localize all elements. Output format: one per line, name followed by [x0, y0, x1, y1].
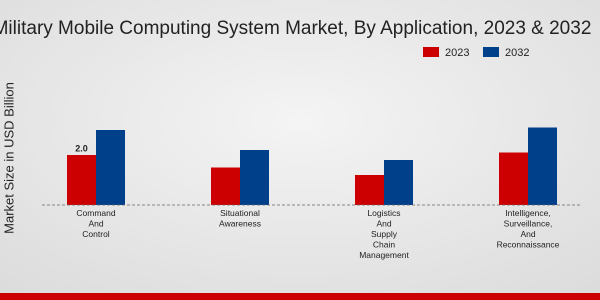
legend-label: 2023 — [445, 47, 469, 59]
y-axis-label: Market Size in USD Billion — [1, 82, 16, 234]
legend-swatch — [483, 47, 499, 57]
bar — [211, 167, 240, 205]
data-label: 2.0 — [75, 143, 88, 153]
x-tick-label: Command And Control — [76, 208, 115, 239]
bar — [528, 127, 557, 205]
legend-swatch — [423, 47, 439, 57]
bar — [499, 152, 528, 205]
bar — [384, 160, 413, 205]
bar — [96, 130, 125, 205]
bar — [67, 155, 96, 205]
footer-bar — [0, 293, 600, 300]
bar — [240, 150, 269, 205]
chart-title: Military Mobile Computing System Market,… — [0, 18, 591, 39]
x-tick-label: Logistics And Supply Chain Management — [359, 208, 409, 260]
x-tick-label: Intelligence, Surveillance, And Reconnaissa… — [497, 208, 560, 250]
legend-label: 2032 — [505, 47, 529, 59]
x-tick-label: Situational Awareness — [219, 208, 261, 229]
bar — [355, 175, 384, 205]
